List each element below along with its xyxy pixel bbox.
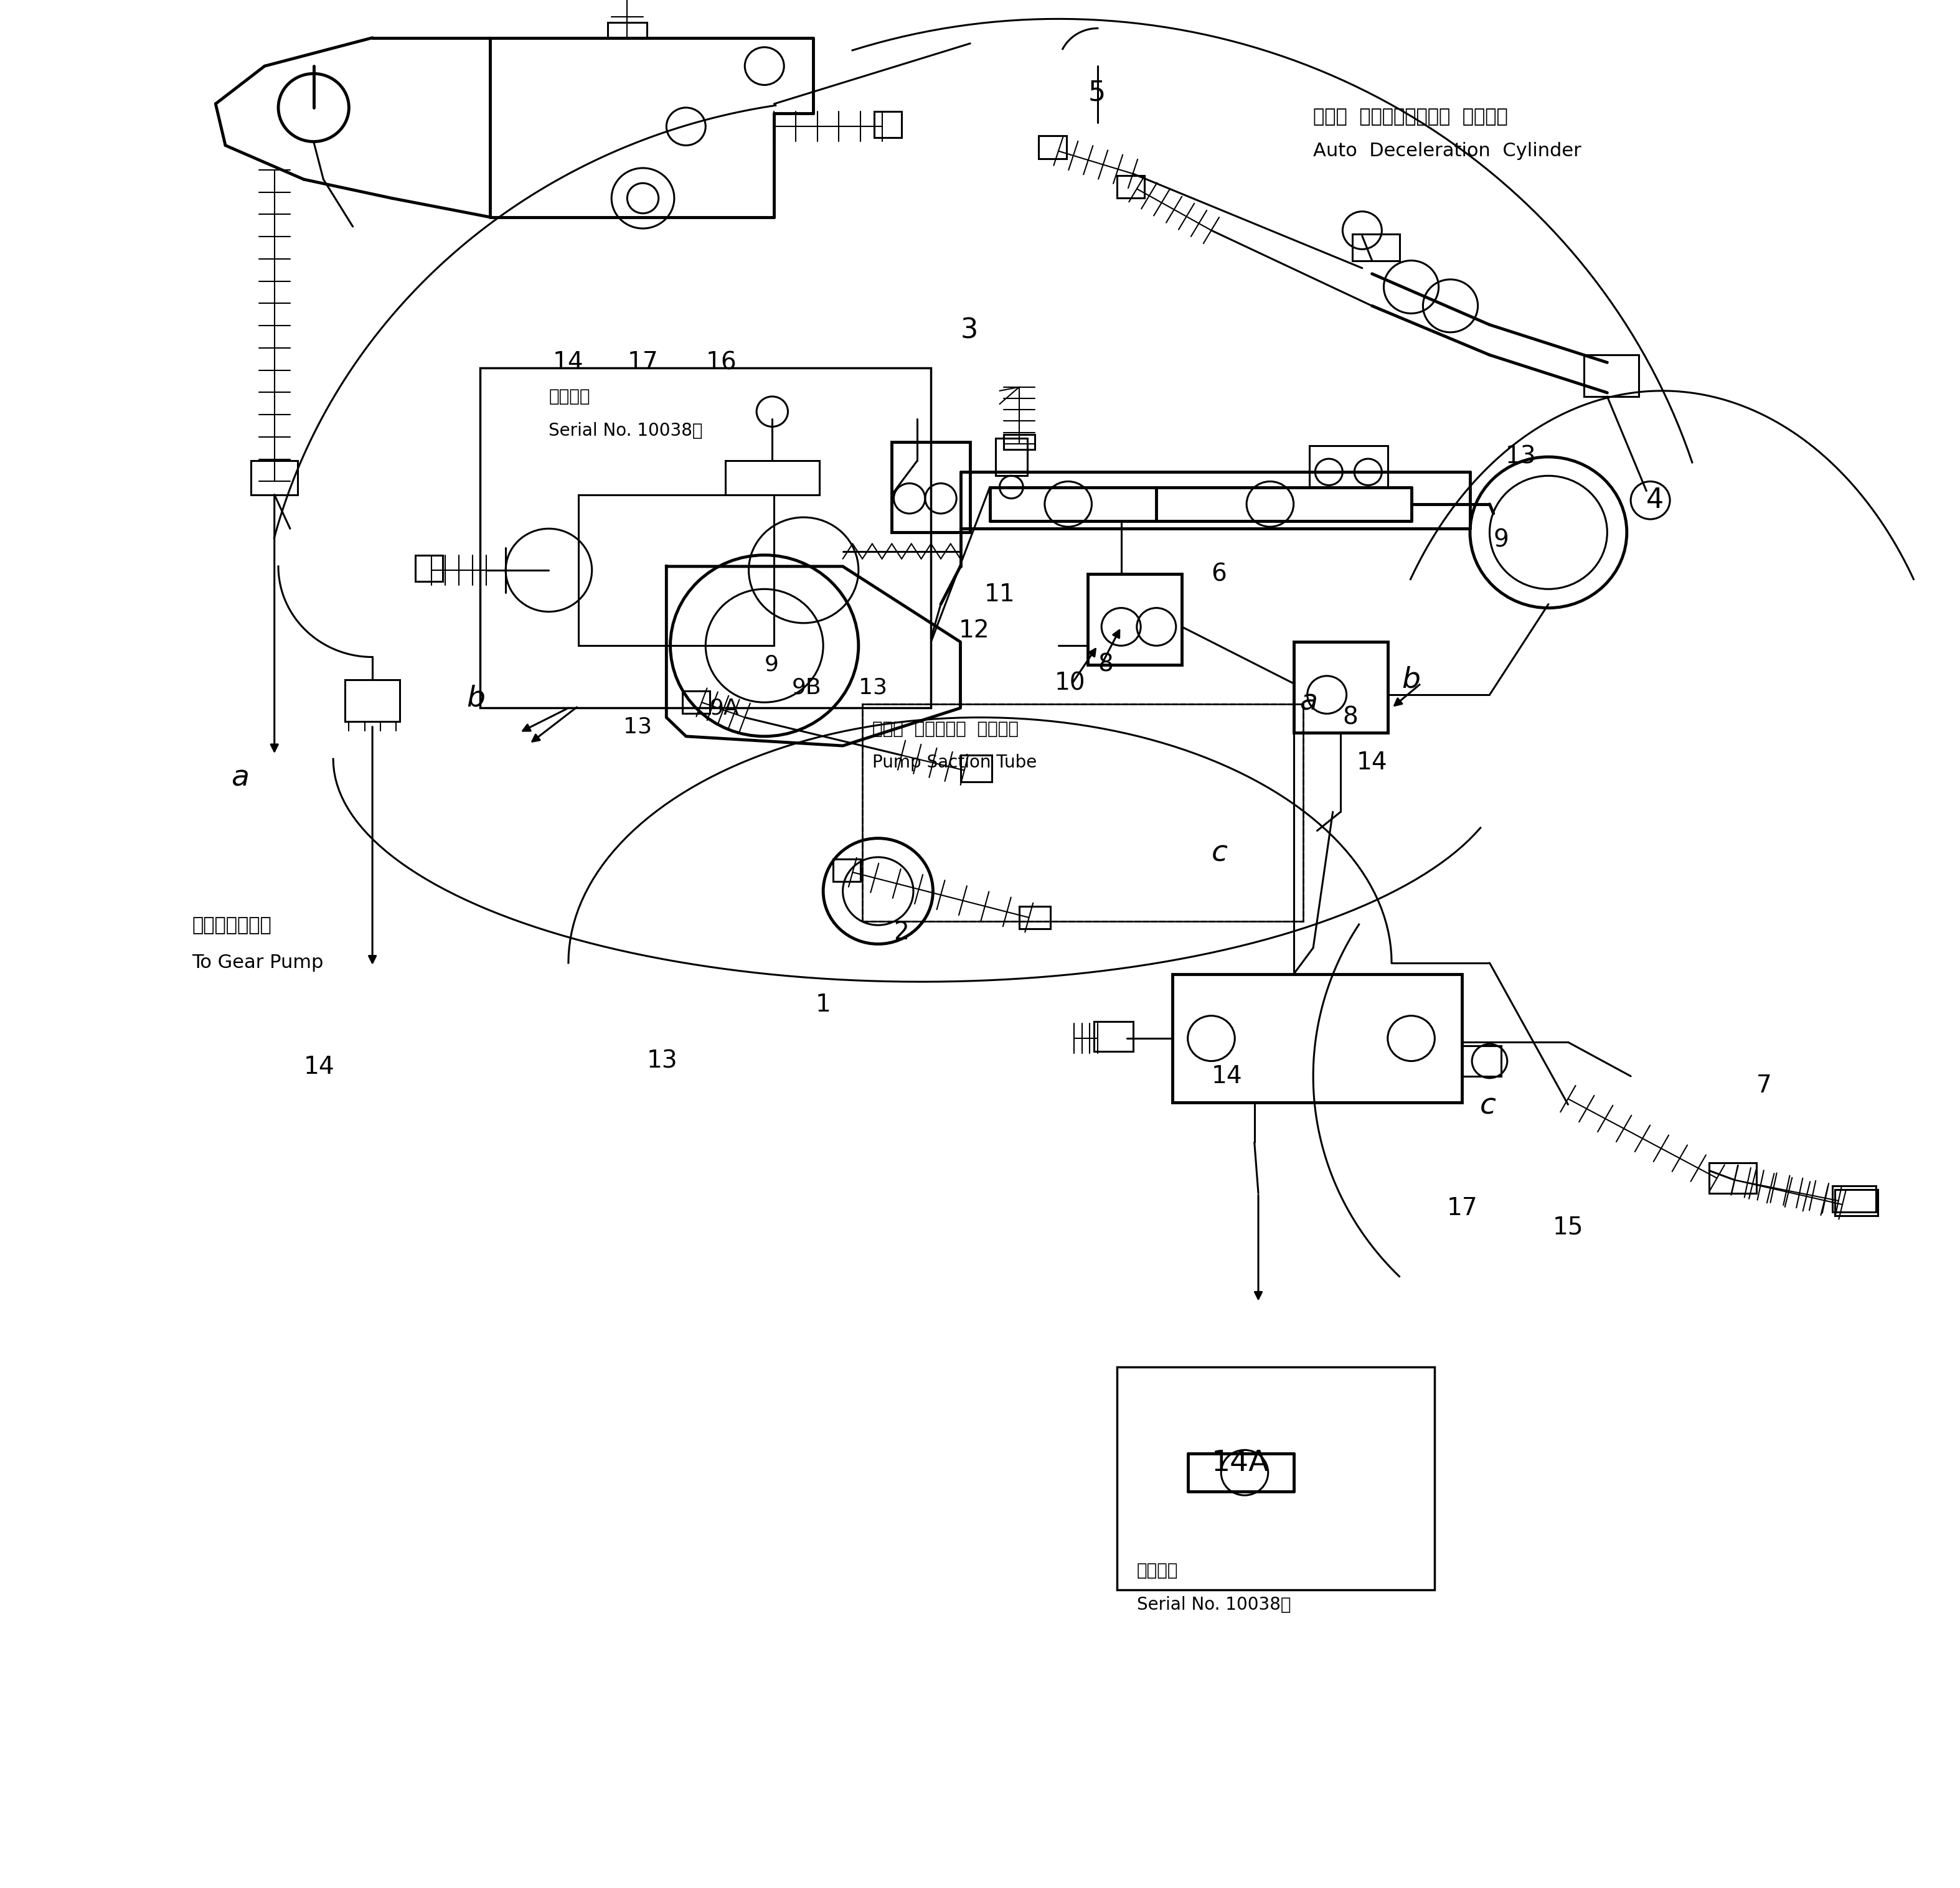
Bar xyxy=(1039,136,1066,159)
Text: Serial No. 10038～: Serial No. 10038～ xyxy=(1137,1595,1292,1614)
Bar xyxy=(1709,1163,1756,1193)
Bar xyxy=(862,704,1303,921)
Bar xyxy=(1309,446,1388,487)
Text: 8: 8 xyxy=(1343,706,1358,729)
Text: ポンプ  サクション  チューブ: ポンプ サクション チューブ xyxy=(872,719,1019,738)
Bar xyxy=(608,23,647,38)
Bar xyxy=(833,859,860,882)
Bar xyxy=(725,461,819,495)
Text: 11: 11 xyxy=(984,583,1015,606)
Bar xyxy=(1088,574,1182,665)
Bar xyxy=(1352,234,1399,261)
Circle shape xyxy=(627,183,659,213)
Text: 16: 16 xyxy=(706,351,737,374)
Text: オート  デセラレーション  シリンダ: オート デセラレーション シリンダ xyxy=(1313,108,1507,126)
Bar xyxy=(578,495,774,646)
Text: ギヤーポンプへ: ギヤーポンプへ xyxy=(192,916,272,935)
Text: 17: 17 xyxy=(627,351,659,374)
Text: 9A: 9A xyxy=(710,697,739,719)
Bar xyxy=(862,704,1303,921)
Text: 1: 1 xyxy=(815,993,831,1016)
Text: 4: 4 xyxy=(1646,487,1664,514)
Text: 13: 13 xyxy=(623,716,653,738)
Text: 13: 13 xyxy=(647,1050,678,1072)
Text: 5: 5 xyxy=(1088,79,1105,106)
Text: 14: 14 xyxy=(1211,1065,1243,1087)
Bar xyxy=(1117,176,1145,198)
Text: 9: 9 xyxy=(1494,529,1509,551)
Text: 9B: 9B xyxy=(792,676,821,699)
Bar xyxy=(1019,906,1051,929)
Text: 2: 2 xyxy=(894,921,909,944)
Text: 3: 3 xyxy=(960,317,978,344)
Text: 15: 15 xyxy=(1552,1216,1584,1239)
Text: 14: 14 xyxy=(1356,751,1388,774)
Bar xyxy=(1833,1186,1876,1212)
Text: Auto  Deceleration  Cylinder: Auto Deceleration Cylinder xyxy=(1313,142,1582,160)
Text: b: b xyxy=(1401,666,1421,693)
Bar xyxy=(1462,1046,1501,1076)
Text: 14A: 14A xyxy=(1211,1450,1268,1476)
Text: 適用号機: 適用号機 xyxy=(1137,1561,1178,1580)
Bar xyxy=(416,555,443,582)
Bar xyxy=(682,691,710,714)
Text: 13: 13 xyxy=(1505,446,1537,468)
Text: Serial No. 10038～: Serial No. 10038～ xyxy=(549,421,704,440)
Text: To Gear Pump: To Gear Pump xyxy=(192,953,323,972)
Text: a: a xyxy=(1299,689,1317,716)
Bar xyxy=(1004,434,1035,449)
Bar xyxy=(892,442,970,532)
Text: 8: 8 xyxy=(1098,653,1113,676)
Bar xyxy=(1584,355,1639,396)
Bar xyxy=(345,680,400,721)
Text: c: c xyxy=(1211,840,1227,867)
Bar xyxy=(996,438,1027,476)
Text: Pump Saction Tube: Pump Saction Tube xyxy=(872,753,1037,772)
Text: 13: 13 xyxy=(858,676,888,699)
Text: b: b xyxy=(466,685,486,712)
Text: 14: 14 xyxy=(553,351,584,374)
Bar xyxy=(1172,974,1462,1103)
Bar xyxy=(1094,1021,1133,1052)
Bar xyxy=(251,461,298,495)
Bar xyxy=(1294,642,1388,733)
Text: 14: 14 xyxy=(304,1055,335,1078)
Text: 9: 9 xyxy=(764,653,778,676)
Text: 10: 10 xyxy=(1054,672,1086,695)
Bar xyxy=(960,755,992,782)
Text: 6: 6 xyxy=(1211,563,1227,585)
Bar xyxy=(1117,1367,1435,1590)
Text: a: a xyxy=(231,765,249,791)
Text: c: c xyxy=(1480,1093,1495,1120)
Bar xyxy=(1835,1189,1878,1216)
Text: 適用号機: 適用号機 xyxy=(549,387,590,406)
Text: 17: 17 xyxy=(1446,1197,1478,1220)
Bar xyxy=(480,368,931,708)
Text: 12: 12 xyxy=(958,619,990,642)
Text: 7: 7 xyxy=(1756,1074,1772,1097)
Bar xyxy=(874,111,902,138)
